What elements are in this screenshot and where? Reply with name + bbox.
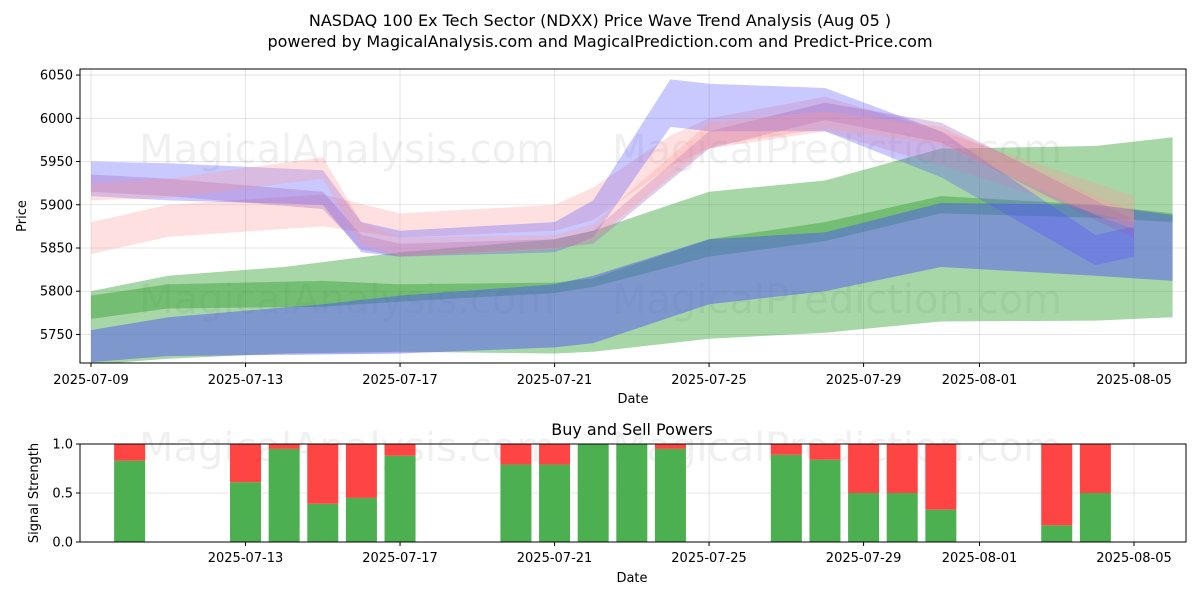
price-band-red-6 — [91, 111, 1134, 257]
watermark-2: MagicalPrediction.com — [612, 127, 1062, 173]
buy-bar — [770, 454, 802, 542]
signal-x-axis-label: Date — [616, 571, 647, 586]
sell-bar — [848, 444, 880, 493]
signal-x-tick-label: 2025-08-01 — [942, 551, 1018, 566]
signal-y-ticks: 0.0 0.5 1.0 — [52, 438, 80, 551]
chart-title: NASDAQ 100 Ex Tech Sector (NDXX) Price W… — [309, 11, 891, 30]
signal-x-tick-label: 2025-07-13 — [208, 551, 284, 566]
sell-bar — [925, 444, 957, 510]
sell-bar — [809, 444, 841, 460]
buy-bar — [345, 497, 377, 542]
price-band-red-3 — [91, 96, 1134, 254]
sell-bar — [539, 444, 571, 465]
watermark-1: MagicalAnalysis.com — [139, 127, 555, 173]
buy-bar — [114, 460, 146, 542]
price-y-tick-label: 5900 — [40, 198, 73, 213]
chart-subtitle: powered by MagicalAnalysis.com and Magic… — [267, 32, 932, 51]
price-y-ticks: 5750 5800 5850 5900 5950 6000 6050 — [40, 69, 80, 343]
signal-y-tick-label: 0.0 — [52, 536, 73, 551]
price-grid — [80, 69, 1186, 363]
sell-bar — [114, 444, 146, 461]
sell-bar — [500, 444, 532, 465]
price-watermarks: MagicalAnalysis.com MagicalPrediction.co… — [139, 127, 1062, 323]
buy-bar — [1041, 525, 1073, 542]
signal-x-tick-label: 2025-07-25 — [671, 551, 747, 566]
sell-bar — [770, 444, 802, 455]
watermark-3: MagicalAnalysis.com — [139, 277, 555, 323]
price-y-tick-label: 5850 — [40, 241, 73, 256]
signal-x-tick-label: 2025-07-21 — [517, 551, 593, 566]
price-x-tick-label: 2025-07-17 — [362, 373, 438, 388]
price-x-tick-label: 2025-07-21 — [517, 373, 593, 388]
price-band-green-0 — [91, 137, 1173, 363]
buy-bar — [577, 444, 609, 542]
sell-bar — [307, 444, 339, 504]
price-x-tick-label: 2025-07-25 — [671, 373, 747, 388]
sell-bar — [345, 444, 377, 498]
signal-panel: Buy and Sell Powers MagicalAnalysis.com … — [27, 420, 1187, 586]
signal-panel-title: Buy and Sell Powers — [551, 420, 713, 439]
signal-x-ticks: 2025-07-13 2025-07-17 2025-07-21 2025-07-25… — [208, 542, 1172, 566]
price-y-axis-label: Price — [15, 200, 30, 232]
price-y-tick-label: 5800 — [40, 285, 73, 300]
price-x-tick-label: 2025-08-05 — [1096, 373, 1172, 388]
buy-bar — [1079, 493, 1111, 542]
signal-x-tick-label: 2025-07-29 — [826, 551, 902, 566]
price-band-blue-4 — [91, 79, 1134, 266]
buy-bar — [616, 444, 648, 542]
buy-bar — [539, 464, 571, 542]
price-y-tick-label: 6000 — [40, 112, 73, 127]
buy-bar — [654, 448, 686, 542]
price-y-tick-label: 5950 — [40, 155, 73, 170]
signal-x-tick-label: 2025-08-05 — [1096, 551, 1172, 566]
price-band-green-1 — [91, 196, 1173, 319]
price-y-tick-label: 5750 — [40, 328, 73, 343]
sell-bar — [268, 444, 300, 449]
price-panel-frame — [79, 68, 1187, 364]
sell-bar — [1079, 444, 1111, 493]
price-x-axis-label: Date — [617, 392, 648, 407]
price-panel: MagicalAnalysis.com MagicalPrediction.co… — [15, 68, 1187, 407]
price-band-blue-2 — [91, 203, 1173, 363]
buy-bar — [230, 482, 262, 542]
price-x-tick-label: 2025-07-13 — [208, 373, 284, 388]
sell-bar — [1041, 444, 1073, 526]
buy-bar — [886, 493, 918, 542]
signal-bars — [114, 444, 1111, 542]
signal-y-axis-label: Signal Strength — [27, 443, 42, 543]
price-x-tick-label: 2025-07-09 — [53, 373, 129, 388]
price-x-tick-label: 2025-07-29 — [826, 373, 902, 388]
sell-bar — [230, 444, 262, 483]
buy-bar — [809, 459, 841, 542]
price-y-tick-label: 6050 — [40, 69, 73, 84]
price-x-tick-label: 2025-08-01 — [942, 373, 1018, 388]
signal-y-tick-label: 1.0 — [52, 438, 73, 453]
buy-bar — [307, 503, 339, 542]
sell-bar — [384, 444, 416, 456]
price-bands — [91, 79, 1173, 363]
watermark-4: MagicalPrediction.com — [612, 277, 1062, 323]
buy-bar — [500, 464, 532, 542]
sell-bar — [654, 444, 686, 449]
buy-bar — [925, 509, 957, 542]
buy-bar — [268, 448, 300, 542]
signal-x-tick-label: 2025-07-17 — [362, 551, 438, 566]
price-x-ticks: 2025-07-09 2025-07-13 2025-07-17 2025-07-21… — [53, 363, 1172, 388]
signal-y-tick-label: 0.5 — [52, 487, 73, 502]
sell-bar — [886, 444, 918, 493]
price-band-purple-5 — [91, 102, 1134, 257]
buy-bar — [848, 493, 880, 542]
buy-bar — [384, 455, 416, 542]
